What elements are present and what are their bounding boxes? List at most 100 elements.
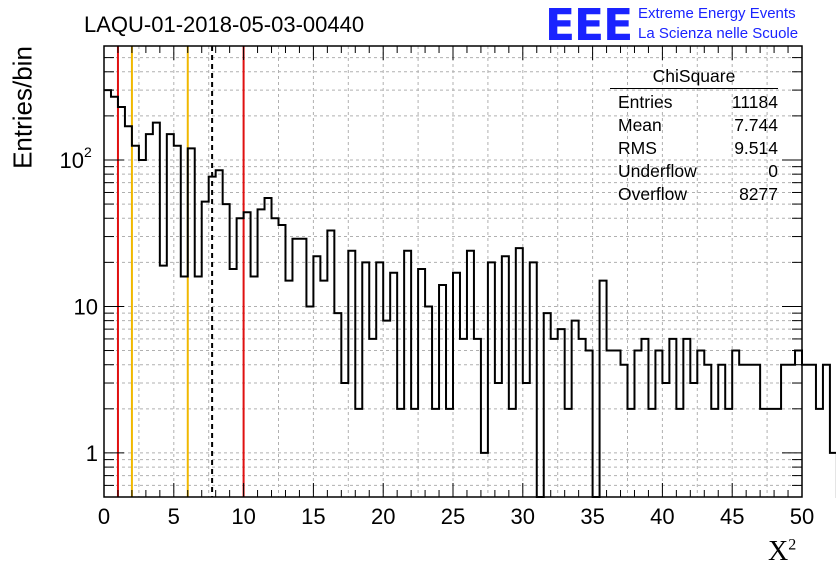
histogram-bin bbox=[551, 339, 558, 497]
histogram-bin bbox=[341, 383, 348, 497]
logo-line-1: Extreme Energy Events bbox=[638, 5, 796, 22]
histogram-bin bbox=[739, 365, 746, 497]
x-tick-label: 35 bbox=[580, 504, 604, 529]
histogram-bin bbox=[181, 277, 188, 497]
histogram-bin bbox=[146, 134, 153, 497]
histogram-bin bbox=[495, 383, 502, 497]
histogram-bin bbox=[502, 256, 509, 497]
histogram-bin bbox=[272, 218, 279, 497]
logo-line-2: La Scienza nelle Scuole bbox=[638, 25, 799, 42]
histogram-bin bbox=[237, 218, 244, 497]
axes bbox=[103, 45, 803, 498]
x-tick-label: 30 bbox=[511, 504, 535, 529]
histogram-bin bbox=[362, 262, 369, 497]
histogram-bin bbox=[781, 365, 788, 497]
stats-row-underflow: Underflow 0 bbox=[610, 160, 778, 183]
y-tick-label-exponent: 2 bbox=[84, 144, 92, 160]
histogram-bin bbox=[216, 170, 223, 497]
histogram-bin bbox=[732, 351, 739, 497]
stats-row-entries: Entries 11184 bbox=[610, 91, 778, 114]
histogram-bin bbox=[104, 90, 111, 497]
histogram-bin bbox=[690, 383, 697, 497]
histogram-bin bbox=[795, 351, 802, 497]
stats-box: ChiSquare Entries 11184 Mean 7.744 RMS 9.51… bbox=[610, 66, 778, 206]
stats-value: 9.514 bbox=[734, 138, 778, 158]
histogram-bin bbox=[544, 313, 551, 497]
histogram-bin bbox=[683, 339, 690, 497]
histogram-bin bbox=[474, 339, 481, 497]
histogram-bin bbox=[530, 262, 537, 497]
histogram-bin bbox=[614, 351, 621, 497]
histogram-bin bbox=[195, 277, 202, 497]
x-tick-labels: 0 5 10 15 20 25 30 35 40 45 50 bbox=[98, 504, 814, 529]
histogram-bin bbox=[746, 365, 753, 497]
histogram-bin bbox=[718, 365, 725, 497]
histogram-bin bbox=[139, 160, 146, 497]
histogram-bin bbox=[802, 365, 809, 497]
histogram-bin bbox=[334, 313, 341, 497]
histogram-bin bbox=[111, 97, 118, 497]
histogram-bin bbox=[125, 126, 132, 497]
x-axis-label-superscript: 2 bbox=[788, 536, 797, 554]
x-tick-label: 0 bbox=[98, 504, 110, 529]
stats-value: 7.744 bbox=[734, 115, 778, 135]
x-axis-label: X2 bbox=[768, 536, 796, 568]
histogram-bin bbox=[621, 365, 628, 497]
histogram-bin bbox=[607, 351, 614, 497]
x-tick-label: 5 bbox=[168, 504, 180, 529]
stats-row-rms: RMS 9.514 bbox=[610, 137, 778, 160]
x-tick-label: 15 bbox=[301, 504, 325, 529]
stats-label: RMS bbox=[618, 138, 657, 158]
y-axis-label: Entries/bin bbox=[7, 46, 38, 169]
histogram-bin bbox=[327, 230, 334, 497]
histogram-bin bbox=[265, 198, 272, 497]
stats-label: Entries bbox=[618, 92, 673, 112]
histogram-bin bbox=[655, 351, 662, 497]
histogram-bin bbox=[523, 383, 530, 497]
y-tick-label: 10 bbox=[60, 148, 84, 173]
histogram-bin bbox=[586, 351, 593, 497]
histogram-bin bbox=[153, 123, 160, 497]
histogram-bin bbox=[753, 365, 760, 497]
histogram-bin bbox=[313, 256, 320, 497]
stats-value: 8277 bbox=[739, 184, 778, 204]
histogram-bin bbox=[641, 339, 648, 497]
histogram-bin bbox=[132, 146, 139, 497]
histogram-bin bbox=[439, 285, 446, 497]
x-tick-label: 40 bbox=[650, 504, 674, 529]
histogram-bin bbox=[830, 453, 836, 497]
stats-row-mean: Mean 7.744 bbox=[610, 114, 778, 137]
histogram-bin bbox=[188, 148, 195, 497]
y-tick-label: 1 bbox=[86, 441, 98, 466]
x-tick-label: 25 bbox=[441, 504, 465, 529]
x-tick-label: 10 bbox=[231, 504, 255, 529]
histogram-bin bbox=[244, 212, 251, 497]
x-tick-label: 20 bbox=[371, 504, 395, 529]
stats-value: 0 bbox=[768, 161, 778, 181]
histogram-outline bbox=[104, 89, 836, 498]
histogram-bin bbox=[634, 351, 641, 497]
histogram-bin bbox=[460, 339, 467, 497]
histogram-bin bbox=[174, 146, 181, 497]
histogram-bin bbox=[251, 277, 258, 497]
stats-value: 11184 bbox=[731, 92, 778, 112]
eee-logo: EEE bbox=[545, 0, 633, 51]
histogram-bin bbox=[579, 339, 586, 497]
histogram-bin bbox=[823, 365, 830, 497]
histogram-bins bbox=[104, 89, 836, 498]
histogram-bin bbox=[292, 239, 299, 497]
histogram-bin bbox=[809, 365, 816, 497]
histogram-bin bbox=[558, 329, 565, 497]
chart-title: LAQU-01-2018-05-03-00440 bbox=[84, 12, 365, 37]
histogram-bin bbox=[369, 339, 376, 497]
x-axis-label-base: X bbox=[768, 536, 789, 567]
stats-label: Overflow bbox=[618, 184, 688, 204]
histogram-bin bbox=[306, 306, 313, 497]
histogram-bin bbox=[279, 225, 286, 497]
x-tick-label: 45 bbox=[720, 504, 744, 529]
histogram-bin bbox=[669, 339, 676, 497]
histogram-bin bbox=[160, 266, 167, 497]
histogram-bin bbox=[662, 383, 669, 497]
histogram-bin bbox=[258, 209, 265, 497]
